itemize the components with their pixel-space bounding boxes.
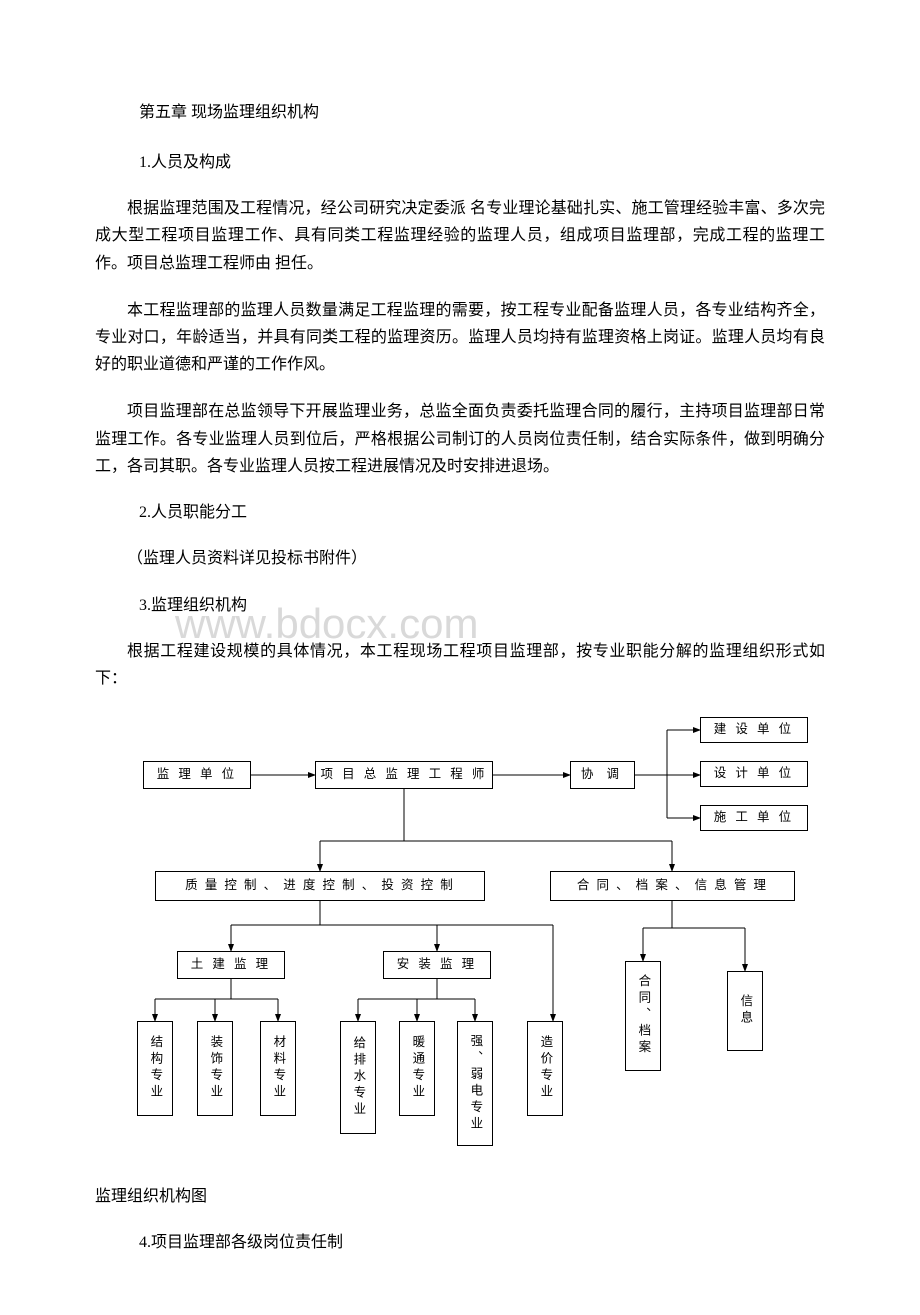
node-design-unit: 设 计 单 位 — [700, 761, 808, 787]
org-chart-diagram: 监 理 单 位 项 目 总 监 理 工 程 师 协 调 建 设 单 位设 计 单 位施… — [95, 713, 825, 1163]
paragraph-4: （监理人员资料详见投标书附件） — [95, 545, 825, 572]
node-cost-specialty: 造价专业 — [527, 1021, 563, 1116]
node-contract-archive-info-mgmt: 合 同 、 档 案 、 信 息 管 理 — [550, 871, 795, 901]
section-2-heading: 2.人员职能分工 — [139, 500, 825, 526]
node-coordinate: 协 调 — [570, 761, 635, 789]
section-4-heading: 4.项目监理部各级岗位责任制 — [139, 1230, 825, 1256]
paragraph-3: 项目监理部在总监领导下开展监理业务，总监全面负责委托监理合同的履行，主持项目监理… — [95, 398, 825, 480]
node-hvac-specialty: 暖通专业 — [399, 1021, 435, 1116]
node-civil-supervision: 土 建 监 理 — [177, 951, 285, 979]
node-build-unit: 建 设 单 位 — [700, 717, 808, 743]
paragraph-2: 本工程监理部的监理人员数量满足工程监理的需要，按工程专业配备监理人员，各专业结构… — [95, 297, 825, 379]
node-electrical-specialty: 强、弱电专业 — [457, 1021, 493, 1146]
node-chief-engineer: 项 目 总 监 理 工 程 师 — [315, 761, 493, 789]
node-quality-progress-investment-control: 质 量 控 制 、 进 度 控 制 、 投 资 控 制 — [155, 871, 485, 901]
node-contract-archive: 合同、档案 — [625, 961, 661, 1071]
node-construct-unit: 施 工 单 位 — [700, 805, 808, 831]
node-material-specialty: 材料专业 — [260, 1021, 296, 1116]
node-information: 信息 — [727, 971, 763, 1051]
node-install-supervision: 安 装 监 理 — [383, 951, 491, 979]
section-3-heading: 3.监理组织机构 — [139, 593, 825, 619]
node-drainage-specialty: 给排水专业 — [340, 1021, 376, 1134]
paragraph-1: 根据监理范围及工程情况，经公司研究决定委派 名专业理论基础扎实、施工管理经验丰富… — [95, 195, 825, 277]
node-structure-specialty: 结构专业 — [137, 1021, 173, 1116]
section-1-heading: 1.人员及构成 — [139, 150, 825, 176]
chapter-title: 第五章 现场监理组织机构 — [139, 100, 825, 126]
diagram-caption: 监理组织机构图 — [95, 1183, 825, 1210]
node-decoration-specialty: 装饰专业 — [197, 1021, 233, 1116]
paragraph-5: 根据工程建设规模的具体情况，本工程现场工程项目监理部，按专业职能分解的监理组织形… — [95, 638, 825, 692]
node-supervision-unit: 监 理 单 位 — [143, 761, 251, 789]
